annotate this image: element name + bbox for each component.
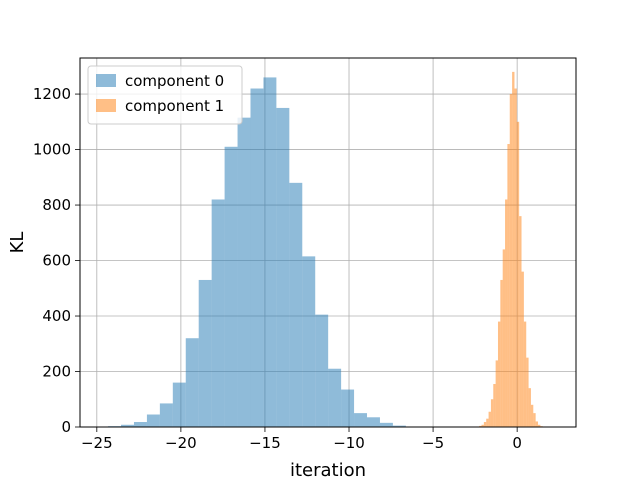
legend-label-component-1: component 1 [125,97,224,115]
histogram-bar [490,399,494,427]
histogram-bar [479,425,482,427]
histogram-bar [250,88,264,427]
x-tick-label: −20 [165,434,197,452]
histogram-bar [354,413,368,427]
histogram-bar [488,411,491,427]
legend-swatch-component-1 [96,99,116,112]
y-tick-label: 1000 [33,141,71,159]
histogram-bar [237,117,251,427]
histogram-bar [224,146,238,427]
histogram-bar [516,121,520,428]
histogram-bar [263,77,277,427]
x-tick-label: −15 [249,434,281,452]
histogram-bar [502,249,506,427]
histogram-bar [521,271,524,427]
x-tick-label: −10 [333,434,365,452]
histogram-bar [289,182,303,427]
histogram-bar [341,389,355,427]
histogram-bar [121,424,134,427]
histogram-bar [302,256,316,427]
y-axis-label: KL [7,232,28,254]
y-tick-label: 400 [42,307,71,325]
histogram-bar [497,321,501,427]
histogram-bar [495,360,498,427]
histogram-bar [526,357,529,427]
histogram-bar [528,388,531,427]
series-component-0 [95,77,406,427]
histogram-bar [493,383,496,427]
histogram-bar [535,421,539,427]
histogram-bar [530,404,534,427]
legend-box [87,65,243,125]
x-tick-label: −5 [422,434,444,452]
histogram-bar [172,382,186,427]
legend-label-component-0: component 0 [125,72,224,90]
histogram-bar [211,199,225,427]
histogram-bar [185,338,199,427]
histogram-bar [514,88,517,427]
y-tick-label: 0 [61,418,71,436]
histogram-bar [538,424,541,427]
histogram-bar [146,414,160,427]
histogram-bar [159,403,173,427]
y-tick-label: 1200 [33,85,71,103]
histogram-bar [483,422,487,427]
y-tick-label: 200 [42,363,71,381]
histogram-bar [276,107,290,427]
histogram-bar [533,413,536,427]
y-tick-label: 800 [42,196,71,214]
histogram-bar [500,279,503,427]
histogram-bar [523,321,527,427]
y-tick-label: 600 [42,252,71,270]
legend: component 0 component 1 [87,65,243,125]
histogram-bar [512,71,515,427]
histogram-bars [95,71,546,428]
histogram-bar [481,424,484,427]
histogram-bar [486,418,489,427]
histogram-bar [392,425,406,427]
x-axis-label: iteration [290,460,366,480]
x-tick-label: 0 [512,434,522,452]
series-component-1 [476,71,546,428]
histogram-bar [367,417,380,427]
histogram-bar [315,314,329,427]
plot-frame [79,57,577,428]
x-tick-label: −25 [81,434,113,452]
histogram-bar [379,422,393,427]
histogram-bar [519,216,522,427]
histogram-bar [507,144,510,428]
histogram-bar [133,422,147,427]
axis-ticks: −25 −20 −15 −10 −5 0 0 200 400 600 800 1000 1200 [33,85,522,452]
histogram-bar [509,94,513,427]
histogram-bar [198,279,212,427]
legend-swatch-component-0 [96,74,116,87]
histogram-bar [505,199,508,427]
histogram-bar [328,368,342,427]
